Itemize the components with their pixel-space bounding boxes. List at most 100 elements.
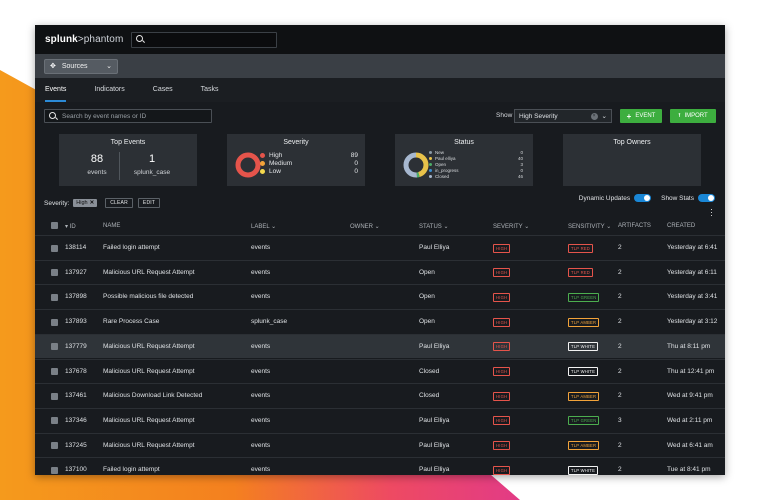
column-header-sensitivity[interactable]: SENSITIVITY ⌄ bbox=[568, 224, 612, 230]
artifact-count: 2 bbox=[618, 392, 622, 400]
event-status: Open bbox=[419, 318, 435, 326]
sensitivity-badge: TLP GREEN bbox=[568, 292, 600, 302]
severity-badge: HIGH bbox=[493, 416, 511, 426]
event-name[interactable]: Malicious URL Request Attempt bbox=[103, 441, 195, 449]
event-name[interactable]: Failed login attempt bbox=[103, 244, 160, 251]
table-row[interactable]: 137346 Malicious URL Request Attempt event… bbox=[35, 407, 725, 433]
global-search-input[interactable] bbox=[131, 31, 277, 48]
event-id: 137461 bbox=[65, 392, 87, 400]
artifact-count: 2 bbox=[618, 318, 622, 326]
clear-icon[interactable]: × bbox=[590, 112, 598, 120]
column-header-owner[interactable]: OWNER ⌄ bbox=[350, 224, 380, 230]
created-time: Thu at 12:41 pm bbox=[667, 367, 715, 375]
edit-filters-button[interactable]: EDIT bbox=[137, 198, 161, 208]
show-stats-toggle[interactable] bbox=[698, 194, 715, 202]
table-row[interactable]: 137779 Malicious URL Request Attempt event… bbox=[35, 333, 725, 359]
event-label: events bbox=[251, 441, 271, 449]
legend-label: Open bbox=[435, 161, 447, 167]
top-events-card: Top Events 88 events 1 splunk_case bbox=[59, 134, 197, 186]
tab-tasks[interactable]: Tasks bbox=[200, 86, 219, 93]
divider bbox=[119, 152, 120, 180]
tab-cases[interactable]: Cases bbox=[152, 86, 173, 93]
artifact-count: 2 bbox=[618, 268, 622, 276]
severity-badge: HIGH bbox=[493, 243, 511, 253]
table-row[interactable]: 137898 Possible malicious file detected ev… bbox=[35, 284, 725, 309]
table-row[interactable]: 137678 Malicious URL Request Attempt event… bbox=[35, 358, 725, 384]
row-checkbox[interactable] bbox=[51, 269, 58, 277]
event-name[interactable]: Failed login attempt bbox=[103, 466, 160, 474]
created-time: Thu at 8:11 pm bbox=[667, 342, 711, 350]
table-row[interactable]: 137893 Rare Process Case splunk_case Open HI… bbox=[35, 309, 725, 334]
row-checkbox[interactable] bbox=[51, 244, 58, 252]
severity-legend-item: High 89 bbox=[260, 151, 358, 159]
legend-label: Closed bbox=[435, 173, 450, 179]
table-row[interactable]: 137245 Malicious URL Request Attempt event… bbox=[35, 432, 725, 458]
clear-filters-button[interactable]: CLEAR bbox=[105, 198, 133, 208]
dynamic-updates-toggle[interactable] bbox=[634, 194, 652, 202]
more-options-icon[interactable]: · · · bbox=[710, 204, 713, 220]
column-header-status[interactable]: STATUS ⌄ bbox=[419, 224, 449, 230]
select-all-checkbox[interactable] bbox=[51, 222, 58, 229]
sensitivity-badge: TLP AMBER bbox=[568, 391, 600, 401]
column-header-created[interactable]: CREATED bbox=[667, 223, 696, 229]
legend-value: 89 bbox=[350, 151, 358, 159]
row-checkbox[interactable] bbox=[51, 293, 58, 301]
legend-label: Paul elliya bbox=[435, 155, 456, 161]
dynamic-updates-label: Dynamic Updates bbox=[578, 194, 631, 202]
event-label: events bbox=[251, 268, 271, 276]
sources-label: Sources bbox=[61, 62, 88, 70]
row-checkbox[interactable] bbox=[51, 318, 58, 326]
column-header-id[interactable]: ▾ ID bbox=[65, 224, 76, 230]
severity-badge: HIGH bbox=[493, 342, 511, 352]
event-status: Closed bbox=[419, 367, 440, 375]
import-button[interactable]: ⭱ IMPORT bbox=[670, 109, 716, 123]
sources-dropdown[interactable]: ✥ Sources ⌄ bbox=[44, 58, 118, 74]
upload-icon: ⭱ bbox=[678, 113, 681, 119]
legend-label: High bbox=[269, 151, 283, 159]
chevron-down-icon: ⌄ bbox=[601, 113, 607, 120]
filter-chip-high[interactable]: High ✕ bbox=[73, 199, 98, 207]
column-header-artifacts[interactable]: ARTIFACTS bbox=[618, 223, 651, 229]
table-row[interactable]: 137100 Failed login attempt events Paul Ell… bbox=[35, 457, 725, 475]
row-checkbox[interactable] bbox=[51, 417, 58, 425]
column-header-severity[interactable]: SEVERITY ⌄ bbox=[493, 224, 530, 230]
row-checkbox[interactable] bbox=[51, 392, 58, 400]
add-event-button[interactable]: + EVENT bbox=[620, 109, 662, 123]
event-name[interactable]: Malicious URL Request Attempt bbox=[103, 367, 195, 375]
event-name[interactable]: Malicious URL Request Attempt bbox=[103, 268, 195, 276]
event-name[interactable]: Malicious Download Link Detected bbox=[103, 392, 203, 400]
sources-bar: ✥ Sources ⌄ bbox=[35, 54, 725, 78]
search-placeholder: Search by event names or ID bbox=[62, 112, 147, 120]
event-name[interactable]: Malicious URL Request Attempt bbox=[103, 342, 195, 350]
column-header-label[interactable]: LABEL ⌄ bbox=[251, 224, 277, 230]
artifact-count: 2 bbox=[618, 367, 622, 375]
table-row[interactable]: 137927 Malicious URL Request Attempt event… bbox=[35, 259, 725, 285]
table-row[interactable]: 137461 Malicious Download Link Detected ev… bbox=[35, 383, 725, 408]
event-status: Paul Elliya bbox=[419, 416, 450, 424]
row-checkbox[interactable] bbox=[51, 368, 58, 375]
created-time: Tue at 8:41 pm bbox=[667, 466, 711, 474]
event-name[interactable]: Possible malicious file detected bbox=[103, 293, 194, 301]
table-row[interactable]: 138114 Failed login attempt events Paul Ell… bbox=[35, 235, 725, 260]
remove-icon[interactable]: ✕ bbox=[89, 200, 95, 206]
show-filter-select[interactable]: High Severity × ⌄ bbox=[514, 109, 612, 123]
row-checkbox[interactable] bbox=[51, 442, 58, 450]
row-checkbox[interactable] bbox=[51, 466, 58, 474]
event-name[interactable]: Rare Process Case bbox=[103, 318, 160, 326]
event-status: Closed bbox=[419, 392, 440, 400]
event-id: 138114 bbox=[65, 244, 87, 251]
tab-indicators[interactable]: Indicators bbox=[94, 86, 125, 93]
created-time: Wed at 2:11 pm bbox=[667, 416, 713, 424]
column-header-name[interactable]: NAME bbox=[103, 223, 121, 229]
legend-dot bbox=[429, 168, 432, 172]
tab-events[interactable]: Events bbox=[45, 78, 67, 102]
event-name[interactable]: Malicious URL Request Attempt bbox=[103, 416, 195, 424]
event-id: 137245 bbox=[65, 441, 87, 449]
event-search-input[interactable]: Search by event names or ID bbox=[44, 109, 212, 123]
legend-label: Medium bbox=[269, 159, 293, 167]
legend-dot bbox=[260, 152, 265, 158]
severity-legend: High 89 Medium 0 Low 0 bbox=[260, 151, 358, 175]
legend-label: Low bbox=[269, 167, 281, 175]
event-status: Open bbox=[419, 293, 435, 301]
row-checkbox[interactable] bbox=[51, 343, 58, 351]
